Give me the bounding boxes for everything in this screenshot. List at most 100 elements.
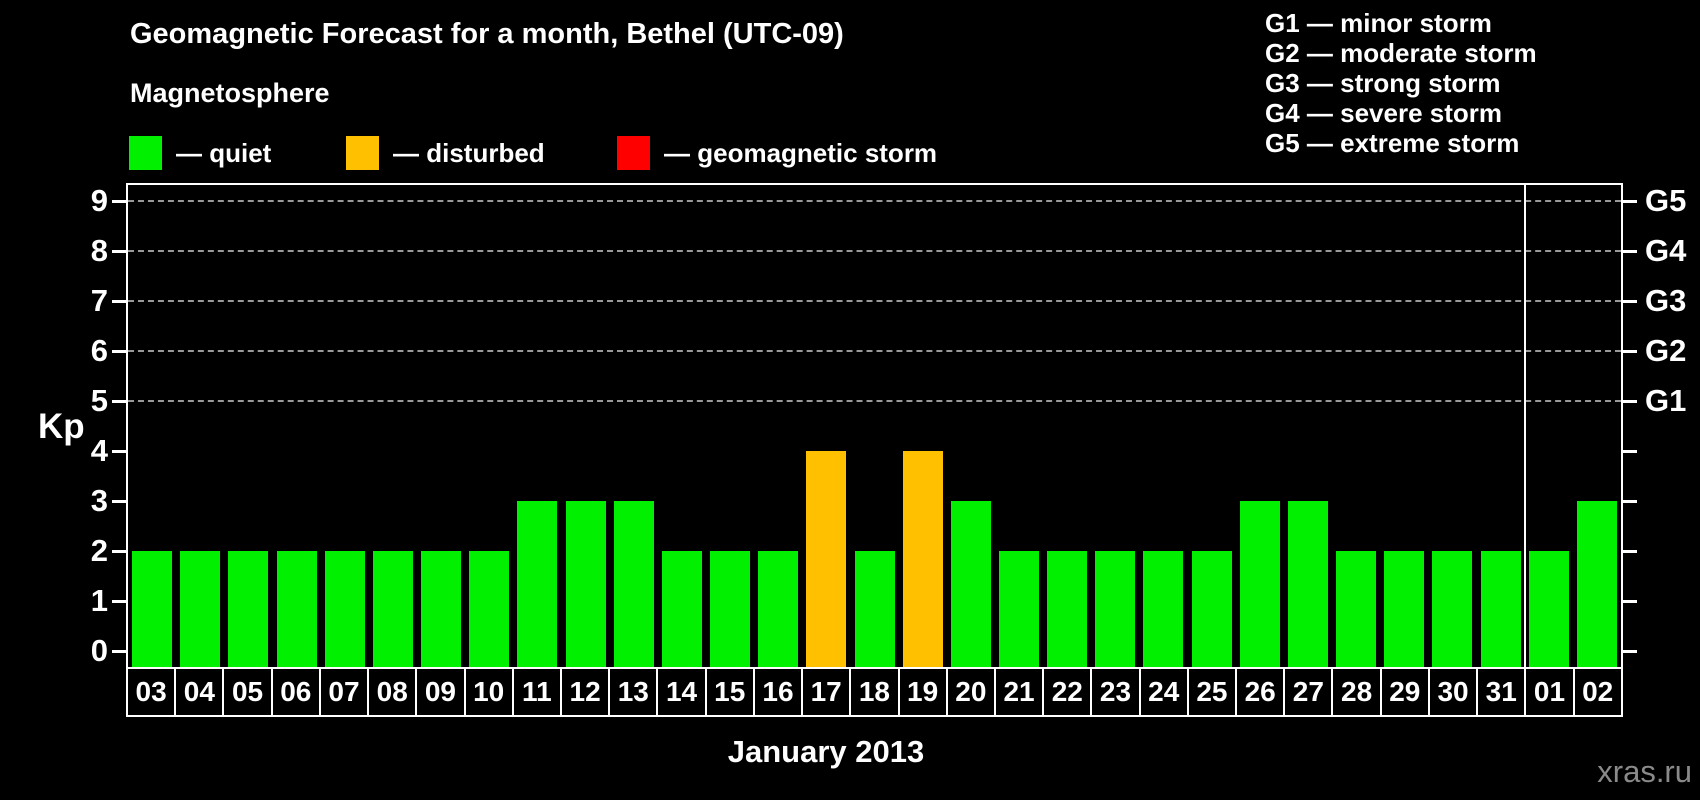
- y-axis-title: Kp: [38, 407, 85, 446]
- y-tick-label-5: 5: [90, 383, 108, 418]
- kp-bar-day-04: [180, 551, 221, 667]
- kp-bar-day-12: [565, 501, 606, 667]
- kp-bar-day-11: [517, 501, 558, 667]
- kp-bar-day-30: [1432, 551, 1473, 667]
- kp-bar-day-20: [950, 501, 991, 667]
- right-tick-9: [1623, 200, 1637, 203]
- kp-bar-day-29: [1384, 551, 1425, 667]
- day-label-21: 21: [993, 667, 1045, 717]
- bars-layer: [128, 185, 1621, 667]
- g-legend-line-2: G2 — moderate storm: [1265, 38, 1537, 68]
- day-label-12: 12: [559, 667, 611, 717]
- storm-swatch-icon: [617, 136, 650, 170]
- kp-bar-day-16: [758, 551, 799, 667]
- quiet-swatch-icon: [129, 136, 162, 170]
- day-label-16: 16: [752, 667, 804, 717]
- kp-bar-day-15: [710, 551, 751, 667]
- g-scale-label-G4: G4: [1645, 233, 1687, 268]
- day-label-29: 29: [1379, 667, 1430, 717]
- day-label-27: 27: [1283, 667, 1334, 717]
- day-label-04: 04: [174, 667, 225, 717]
- day-label-18: 18: [849, 667, 900, 717]
- g-legend-line-3: G3 — strong storm: [1265, 68, 1501, 98]
- g-legend-line-1: G1 — minor storm: [1265, 8, 1492, 38]
- legend-label: — geomagnetic storm: [664, 137, 938, 168]
- plot-area: [126, 183, 1623, 669]
- gridline-kp9: [128, 200, 1621, 202]
- kp-bar-day-10: [469, 551, 510, 667]
- right-tick-3: [1623, 500, 1637, 503]
- day-label-09: 09: [415, 667, 466, 717]
- y-tick-label-9: 9: [90, 183, 108, 218]
- y-tick-label-0: 0: [90, 633, 108, 668]
- right-tick-5: [1623, 400, 1637, 403]
- y-tick-label-3: 3: [90, 483, 108, 518]
- kp-bar-day-07: [324, 551, 365, 667]
- day-label-02: 02: [1572, 667, 1623, 717]
- kp-bar-day-27: [1287, 501, 1328, 667]
- watermark: xras.ru: [1597, 754, 1692, 789]
- g-scale-label-G2: G2: [1645, 333, 1687, 368]
- legend-item-storm: — geomagnetic storm: [617, 134, 937, 172]
- gridline-kp6: [128, 350, 1621, 352]
- gridline-kp7: [128, 300, 1621, 302]
- kp-bar-day-13: [613, 501, 654, 667]
- kp-bar-day-01: [1528, 551, 1569, 667]
- day-label-24: 24: [1138, 667, 1189, 717]
- kp-bar-day-24: [1143, 551, 1184, 667]
- y-tick-label-7: 7: [90, 283, 108, 318]
- chart-title: Geomagnetic Forecast for a month, Bethel…: [130, 18, 844, 50]
- kp-bar-day-14: [661, 551, 702, 667]
- day-label-23: 23: [1090, 667, 1141, 717]
- gridline-kp5: [128, 400, 1621, 402]
- y-tick-label-6: 6: [90, 333, 108, 368]
- day-label-19: 19: [897, 667, 948, 717]
- kp-bar-day-31: [1480, 551, 1521, 667]
- day-label-26: 26: [1235, 667, 1286, 717]
- day-labels-row: 03 04 05 06 07 08 09 10 11 12 13 14 15 16 17 18 19 20 21 22…: [126, 667, 1623, 717]
- y-tick-4: [112, 450, 126, 453]
- day-label-20: 20: [945, 667, 996, 717]
- right-tick-1: [1623, 600, 1637, 603]
- day-label-06: 06: [270, 667, 321, 717]
- month-separator-line: [1523, 185, 1526, 667]
- y-tick-3: [112, 500, 126, 503]
- right-tick-7: [1623, 300, 1637, 303]
- kp-bar-day-02: [1576, 501, 1617, 667]
- right-tick-6: [1623, 350, 1637, 353]
- g-scale-label-G5: G5: [1645, 183, 1687, 218]
- right-tick-0: [1623, 650, 1637, 653]
- y-tick-5: [112, 400, 126, 403]
- gridline-kp8: [128, 250, 1621, 252]
- month-separator-layer: [128, 185, 1621, 667]
- kp-bar-day-25: [1191, 551, 1232, 667]
- y-tick-1: [112, 600, 126, 603]
- day-label-10: 10: [463, 667, 514, 717]
- day-label-05: 05: [222, 667, 273, 717]
- y-tick-9: [112, 200, 126, 203]
- g-scale-legend: G1 — minor storm G2 — moderate storm G3 — …: [1265, 8, 1537, 158]
- y-tick-label-1: 1: [90, 583, 108, 618]
- y-tick-label-4: 4: [90, 433, 108, 468]
- y-tick-label-8: 8: [90, 233, 108, 268]
- gridlines-layer: [128, 185, 1621, 667]
- kp-bar-day-09: [421, 551, 462, 667]
- kp-bar-day-18: [854, 551, 895, 667]
- right-tick-2: [1623, 550, 1637, 553]
- legend-item-disturbed: — disturbed: [346, 134, 545, 172]
- right-tick-4: [1623, 450, 1637, 453]
- kp-bar-day-22: [1047, 551, 1088, 667]
- kp-bar-day-21: [998, 551, 1039, 667]
- day-label-14: 14: [656, 667, 707, 717]
- kp-bar-day-19: [902, 451, 943, 667]
- g-scale-label-G1: G1: [1645, 383, 1687, 418]
- kp-bar-day-28: [1336, 551, 1377, 667]
- day-label-15: 15: [704, 667, 755, 717]
- day-label-07: 07: [318, 667, 370, 717]
- legend-label: — quiet: [176, 137, 272, 168]
- y-tick-8: [112, 250, 126, 253]
- y-tick-2: [112, 550, 126, 553]
- legend-item-quiet: — quiet: [129, 134, 271, 172]
- y-tick-6: [112, 350, 126, 353]
- day-label-30: 30: [1427, 667, 1479, 717]
